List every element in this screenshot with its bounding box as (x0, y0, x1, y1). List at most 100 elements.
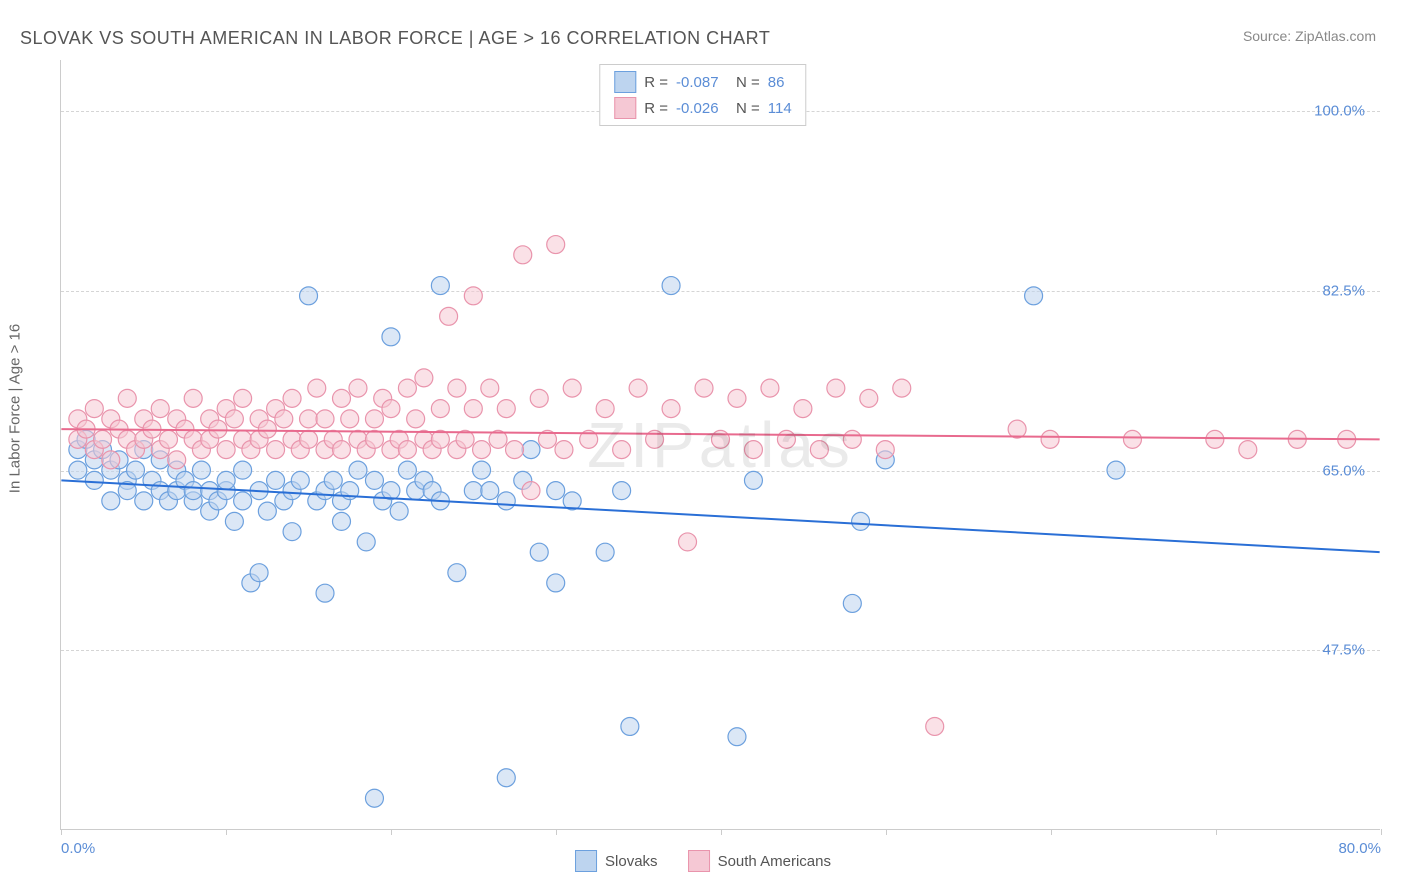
data-point (267, 471, 285, 489)
data-point (382, 328, 400, 346)
data-point (860, 389, 878, 407)
data-point (431, 400, 449, 418)
legend-swatch (614, 71, 636, 93)
data-point (118, 389, 136, 407)
data-point (547, 482, 565, 500)
data-point (69, 461, 87, 479)
data-point (300, 410, 318, 428)
data-point (613, 441, 631, 459)
data-point (398, 461, 416, 479)
data-point (497, 769, 515, 787)
data-point (621, 717, 639, 735)
data-point (192, 461, 210, 479)
data-point (497, 492, 515, 510)
data-point (744, 471, 762, 489)
legend-n-label: N = (736, 100, 760, 117)
data-point (481, 482, 499, 500)
data-point (662, 277, 680, 295)
data-point (843, 594, 861, 612)
data-point (398, 441, 416, 459)
data-point (506, 441, 524, 459)
source-link[interactable]: ZipAtlas.com (1295, 28, 1376, 44)
x-tick (61, 829, 62, 835)
data-point (127, 461, 145, 479)
data-point (712, 430, 730, 448)
legend-swatch (614, 97, 636, 119)
data-point (522, 441, 540, 459)
data-point (1041, 430, 1059, 448)
y-axis-label: In Labor Force | Age > 16 (7, 324, 24, 493)
data-point (547, 574, 565, 592)
data-point (341, 410, 359, 428)
data-point (365, 410, 383, 428)
data-point (168, 451, 186, 469)
legend-row: R = -0.026 N = 114 (614, 95, 791, 121)
data-point (209, 420, 227, 438)
data-point (365, 471, 383, 489)
data-point (225, 512, 243, 530)
data-point (464, 482, 482, 500)
legend-n-label: N = (736, 74, 760, 91)
data-point (448, 379, 466, 397)
data-point (382, 400, 400, 418)
data-point (1025, 287, 1043, 305)
source-prefix: Source: (1243, 28, 1295, 44)
data-point (217, 441, 235, 459)
x-tick (556, 829, 557, 835)
data-point (357, 533, 375, 551)
x-tick (886, 829, 887, 835)
data-point (316, 410, 334, 428)
source-attribution: Source: ZipAtlas.com (1243, 28, 1376, 44)
chart-plot-area: ZIPatlas 47.5%65.0%82.5%100.0%0.0%80.0% (60, 60, 1380, 830)
data-point (390, 502, 408, 520)
data-point (283, 389, 301, 407)
data-point (283, 523, 301, 541)
data-point (275, 410, 293, 428)
x-tick (1051, 829, 1052, 835)
data-point (184, 482, 202, 500)
data-point (464, 400, 482, 418)
data-point (843, 430, 861, 448)
data-point (159, 430, 177, 448)
legend-r-value: -0.087 (676, 74, 728, 91)
data-point (497, 400, 515, 418)
data-point (308, 379, 326, 397)
data-point (761, 379, 779, 397)
data-point (464, 287, 482, 305)
data-point (349, 379, 367, 397)
data-point (728, 389, 746, 407)
legend-row: R = -0.087 N = 86 (614, 69, 791, 95)
data-point (473, 441, 491, 459)
data-point (679, 533, 697, 551)
data-point (777, 430, 795, 448)
legend-series-label: Slovaks (605, 853, 658, 870)
data-point (300, 430, 318, 448)
correlation-legend: R = -0.087 N = 86 R = -0.026 N = 114 (599, 64, 806, 126)
trend-line (61, 480, 1379, 552)
data-point (94, 430, 112, 448)
data-point (365, 430, 383, 448)
data-point (1008, 420, 1026, 438)
data-point (547, 236, 565, 254)
x-tick (721, 829, 722, 835)
data-point (555, 441, 573, 459)
data-point (1206, 430, 1224, 448)
scatter-plot-svg (61, 60, 1380, 829)
data-point (324, 471, 342, 489)
x-tick (226, 829, 227, 835)
data-point (225, 410, 243, 428)
data-point (234, 492, 252, 510)
legend-r-value: -0.026 (676, 100, 728, 117)
data-point (85, 400, 103, 418)
data-point (530, 543, 548, 561)
data-point (102, 492, 120, 510)
data-point (349, 461, 367, 479)
data-point (102, 451, 120, 469)
x-tick (1216, 829, 1217, 835)
data-point (613, 482, 631, 500)
x-tick (391, 829, 392, 835)
data-point (530, 389, 548, 407)
data-point (514, 246, 532, 264)
data-point (316, 584, 334, 602)
data-point (728, 728, 746, 746)
